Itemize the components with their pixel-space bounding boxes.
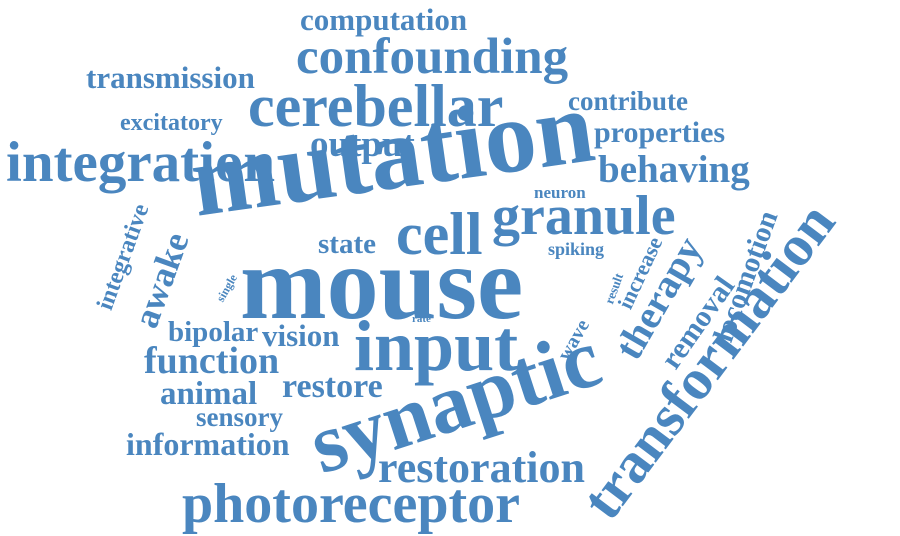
word-function: function — [144, 340, 280, 382]
word-vision: vision — [262, 318, 340, 353]
word-state: state — [318, 228, 376, 260]
word-cell: cell — [396, 201, 483, 267]
word-restore: restore — [282, 368, 383, 405]
word-photoreceptor: photoreceptor — [182, 473, 520, 535]
word-sensory: sensory — [196, 402, 283, 432]
word-properties: properties — [594, 116, 726, 149]
word-confounding: confounding — [296, 29, 569, 85]
word-transmission: transmission — [86, 60, 255, 95]
word-integration: integration — [6, 131, 276, 194]
word-neuron: neuron — [534, 183, 586, 202]
word-contribute: contribute — [568, 86, 688, 116]
word-granule: granule — [492, 185, 676, 247]
word-spiking: spiking — [548, 239, 605, 259]
word-mouse: mouse — [240, 226, 524, 341]
word-information: information — [126, 426, 290, 462]
word-cerebellar: cerebellar — [248, 73, 504, 139]
word-rate: rate — [412, 313, 431, 325]
word-excitatory: excitatory — [120, 110, 223, 136]
word-input: input — [354, 306, 519, 386]
word-animal: animal — [160, 376, 258, 412]
word-single: single — [213, 271, 241, 305]
word-bipolar: bipolar — [168, 316, 259, 348]
word-output: output — [310, 124, 415, 165]
word-computation: computation — [300, 2, 468, 37]
word-behaving: behaving — [598, 148, 750, 191]
word-restoration: restoration — [378, 443, 585, 492]
